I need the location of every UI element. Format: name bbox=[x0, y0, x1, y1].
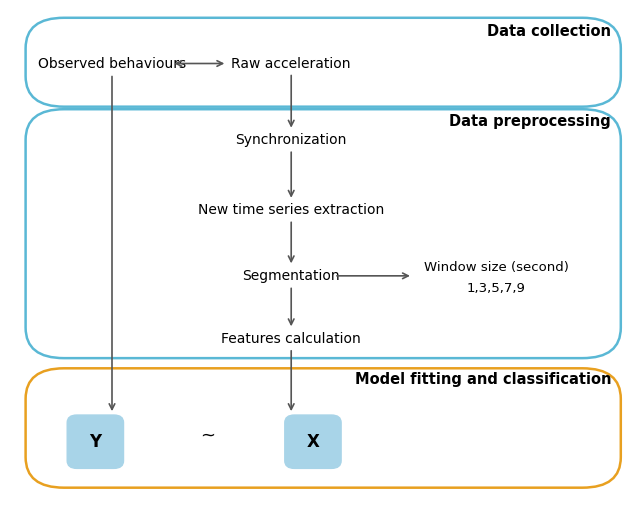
Text: New time series extraction: New time series extraction bbox=[198, 203, 385, 217]
Text: Raw acceleration: Raw acceleration bbox=[232, 56, 351, 71]
FancyBboxPatch shape bbox=[285, 415, 341, 468]
Text: Y: Y bbox=[90, 433, 101, 451]
FancyBboxPatch shape bbox=[26, 109, 621, 358]
Text: 1,3,5,7,9: 1,3,5,7,9 bbox=[467, 281, 525, 295]
FancyBboxPatch shape bbox=[26, 368, 621, 488]
Text: Synchronization: Synchronization bbox=[236, 133, 347, 147]
Text: Data preprocessing: Data preprocessing bbox=[449, 114, 611, 130]
Text: Model fitting and classification: Model fitting and classification bbox=[355, 372, 611, 387]
Text: ~: ~ bbox=[200, 427, 216, 445]
Text: Observed behaviours: Observed behaviours bbox=[38, 56, 186, 71]
Text: Data collection: Data collection bbox=[487, 24, 611, 40]
Text: Features calculation: Features calculation bbox=[221, 332, 361, 346]
FancyBboxPatch shape bbox=[26, 18, 621, 107]
Text: Segmentation: Segmentation bbox=[243, 269, 340, 283]
Text: Window size (second): Window size (second) bbox=[424, 261, 568, 274]
Text: X: X bbox=[307, 433, 319, 451]
FancyBboxPatch shape bbox=[67, 415, 124, 468]
